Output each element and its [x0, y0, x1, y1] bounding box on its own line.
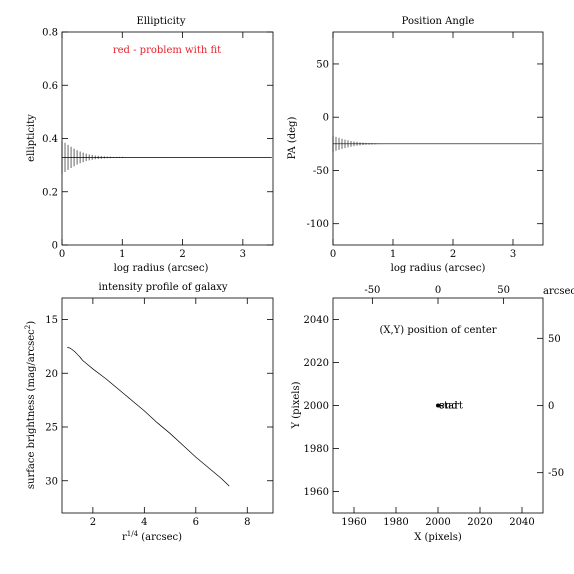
ellipticity-panel: Ellipticity 0 1 2 3 0 0.2 0.4 0.6 0.8 red - pro… [26, 16, 274, 274]
y-tick-label: 30 [45, 476, 58, 487]
x-tick-label: 2040 [509, 517, 534, 528]
x-tick-label: 1960 [341, 517, 366, 528]
y-tick-label: -100 [307, 219, 329, 230]
intensity-profile-x-label: r1/4 (arcsec) [122, 530, 182, 543]
x-tick-label: 2000 [425, 517, 450, 528]
x-tick-label: 0 [59, 249, 65, 260]
y-tick-label: 1980 [304, 444, 329, 455]
center-x-ticks: 1960 1980 2000 2020 2040 [341, 507, 535, 528]
intensity-profile-x-ticks: 2 4 6 8 [90, 298, 250, 528]
ellipticity-y-ticks: 0 0.2 0.4 0.6 0.8 [42, 28, 273, 252]
fit-problem-note: red - problem with fit [113, 45, 221, 56]
x-tick-label: 6 [193, 517, 199, 528]
y-tick-label: 0.6 [42, 81, 58, 92]
intensity-profile-curve [67, 347, 230, 487]
x-tick-label: 3 [510, 249, 516, 260]
ellipticity-title: Ellipticity [137, 16, 186, 27]
position-angle-plot-frame [332, 31, 544, 246]
y-tick-label: 15 [45, 315, 58, 326]
x-tick-label: 8 [244, 517, 250, 528]
y-tick-label: 2000 [304, 401, 329, 412]
y-tick-label: 0 [52, 241, 58, 252]
center-right-arcsec-ticks: -50 0 50 [537, 334, 564, 479]
ellipticity-plot-frame [61, 31, 274, 246]
y-tick-label: -50 [313, 166, 329, 177]
x-tick-label: 0 [330, 249, 336, 260]
position-angle-x-ticks: 0 1 2 3 [330, 32, 516, 260]
y-tick-label: 0.4 [42, 134, 58, 145]
center-y-label: Y (pixels) [291, 381, 302, 429]
center-position-note: (X,Y) position of center [379, 325, 496, 336]
center-top-arcsec-ticks: -50 0 50 [364, 285, 510, 304]
center-x-label: X (pixels) [414, 532, 462, 543]
point-label: end [439, 401, 458, 412]
x-tick-label: 4 [141, 517, 147, 528]
top-tick-label: 0 [435, 285, 441, 296]
series-line [67, 347, 230, 487]
x-tick-label: 1980 [383, 517, 408, 528]
position-angle-y-ticks: -100 -50 0 50 [307, 59, 543, 230]
x-tick-label: 1 [119, 249, 125, 260]
y-tick-label: 20 [45, 369, 58, 380]
x-tick-label: 2020 [467, 517, 492, 528]
y-tick-label: 0.2 [42, 187, 58, 198]
ellipticity-x-label: log radius (arcsec) [114, 263, 209, 274]
right-tick-label: -50 [548, 468, 564, 479]
ellipticity-y-label: ellipticity [26, 114, 37, 162]
intensity-profile-y-label: surface brightness (mag/arcsec2) [24, 321, 37, 489]
intensity-profile-plot-frame [61, 297, 274, 514]
y-tick-label: 25 [45, 423, 58, 434]
position-angle-x-label: log radius (arcsec) [391, 263, 486, 274]
right-tick-label: 0 [548, 401, 554, 412]
top-tick-label: -50 [364, 285, 380, 296]
right-tick-label: 50 [548, 334, 561, 345]
x-tick-label: 3 [240, 249, 246, 260]
y-tick-label: 0 [323, 113, 329, 124]
ellipticity-x-ticks: 0 1 2 3 [59, 32, 246, 260]
arcsec-axis-label: arcsec [543, 286, 574, 297]
position-angle-y-label: PA (deg) [287, 117, 298, 160]
x-tick-label: 2 [179, 249, 185, 260]
point-label: start [439, 401, 463, 412]
center-point [436, 403, 440, 408]
x-tick-label: 2 [90, 517, 96, 528]
intensity-profile-y-ticks: 15 20 25 30 [45, 315, 273, 487]
position-angle-panel: Position Angle 0 1 2 3 -100 -50 0 50 log radiu… [287, 16, 544, 274]
x-tick-label: 1 [390, 249, 396, 260]
y-tick-label: 2020 [304, 358, 329, 369]
center-y-ticks: 1960 1980 2000 2020 2040 [304, 315, 339, 498]
position-angle-title: Position Angle [402, 16, 475, 27]
intensity-profile-title: intensity profile of galaxy [98, 282, 227, 293]
y-tick-label: 2040 [304, 315, 329, 326]
y-tick-label: 0.8 [42, 28, 58, 39]
x-tick-label: 2 [450, 249, 456, 260]
y-tick-label: 1960 [304, 487, 329, 498]
center-position-panel: 1960 1980 2000 2020 2040 1960 1980 2000 2020 204… [291, 285, 574, 543]
top-tick-label: 50 [497, 285, 510, 296]
intensity-profile-panel: intensity profile of galaxy 2 4 6 8 15 20 25 3… [24, 282, 274, 543]
y-tick-label: 50 [316, 59, 329, 70]
